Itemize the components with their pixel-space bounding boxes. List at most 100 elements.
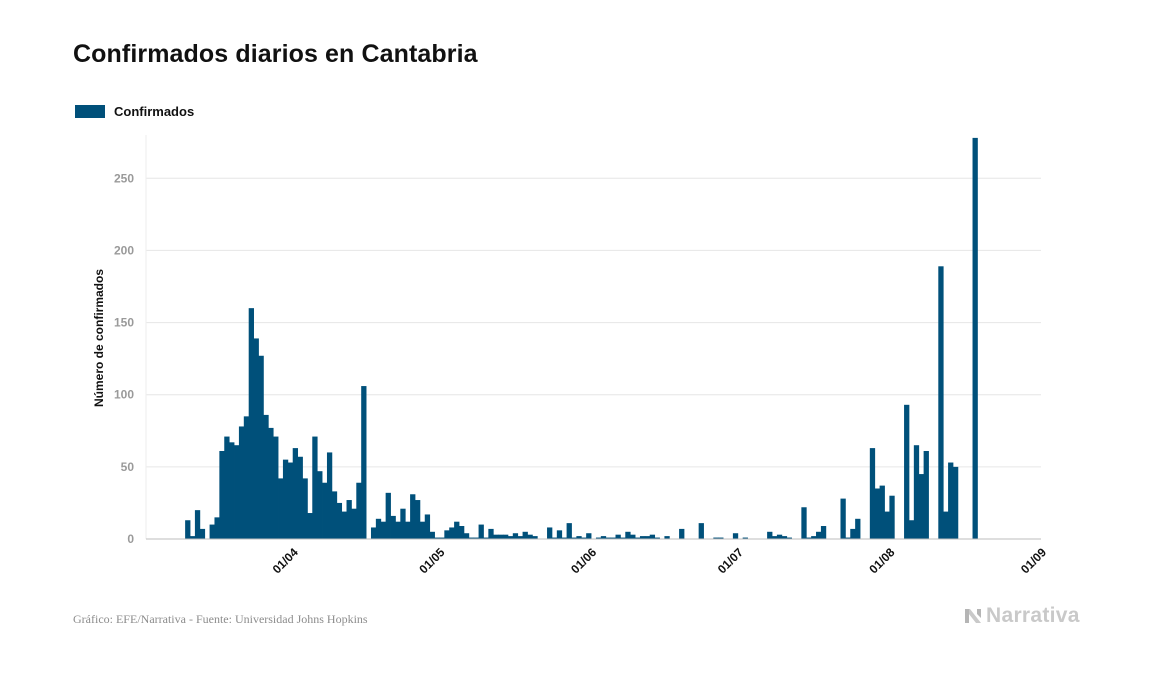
bar-2020-03-29 [278, 478, 284, 539]
bar-2020-07-23 [845, 537, 851, 539]
bar-2020-08-14 [952, 466, 959, 539]
bar-2020-03-17 [219, 450, 225, 539]
bar-2020-05-24 [551, 537, 558, 539]
bar-2020-04-01 [292, 448, 299, 539]
bar-2020-07-24 [850, 528, 856, 539]
y-tick-label: 100 [114, 388, 134, 402]
bar-2020-03-16 [214, 517, 220, 539]
bar-2020-07-10 [781, 536, 788, 539]
bar-2020-07-28 [869, 448, 876, 539]
bar-2020-03-21 [238, 426, 245, 539]
bar-2020-05-15 [507, 536, 514, 539]
bar-2020-03-19 [229, 442, 235, 539]
bar-2020-05-26 [561, 537, 567, 539]
x-axis: 01/04 01/05 01/06 01/07 01/08 01/09 [146, 538, 1049, 576]
bar-2020-07-30 [879, 485, 885, 539]
bar-2020-05-30 [581, 537, 587, 539]
bar-2020-06-03 [600, 536, 607, 539]
bar-2020-04-08 [326, 452, 333, 539]
bar-2020-06-02 [595, 537, 602, 539]
bar-2020-07-02 [742, 537, 748, 539]
bar-2020-06-05 [610, 537, 616, 539]
bar-2020-04-15 [361, 386, 367, 539]
bar-2020-05-27 [566, 523, 572, 539]
bar-2020-05-23 [547, 527, 553, 539]
bar-2020-04-06 [317, 471, 323, 539]
bar-2020-03-27 [268, 427, 274, 539]
bar-2020-03-15 [209, 524, 215, 539]
bar-2020-04-18 [375, 518, 382, 539]
bar-2020-04-17 [370, 527, 377, 539]
bar-2020-07-29 [874, 488, 881, 539]
bar-2020-05-13 [498, 534, 504, 539]
bar-2020-08-01 [889, 495, 895, 539]
bar-2020-05-04 [454, 521, 460, 539]
bar-2020-04-02 [297, 456, 303, 539]
bar-2020-08-18 [972, 137, 978, 539]
bar-2020-06-30 [732, 533, 739, 539]
bar-2020-04-11 [341, 511, 347, 539]
bar-2020-03-12 [194, 510, 201, 539]
bar-2020-05-17 [517, 536, 523, 539]
y-axis-label: Número de confirmados [92, 269, 106, 407]
bar-2020-06-12 [644, 536, 651, 539]
x-tick-label: 01/05 [416, 545, 447, 576]
bar-2020-06-09 [630, 534, 636, 539]
bar-2020-08-13 [948, 462, 954, 539]
bar-2020-04-04 [307, 513, 313, 539]
bar-2020-03-26 [263, 414, 269, 539]
bar-2020-04-23 [400, 508, 406, 539]
bar-2020-07-09 [776, 534, 783, 539]
bar-2020-07-16 [811, 536, 817, 539]
bar-2020-05-07 [468, 537, 475, 539]
y-tick-label: 0 [127, 532, 134, 546]
bar-2020-07-08 [772, 536, 778, 539]
bar-2020-05-25 [556, 530, 563, 539]
bar-2020-03-28 [273, 436, 279, 539]
bar-2020-07-18 [820, 526, 827, 539]
bar-2020-05-16 [512, 533, 519, 539]
y-tick-label: 250 [114, 171, 134, 185]
bar-2020-05-01 [439, 537, 445, 539]
bar-2020-06-23 [698, 523, 704, 539]
bar-2020-04-13 [351, 508, 357, 539]
bar-2020-05-28 [571, 537, 577, 539]
bar-2020-06-13 [649, 534, 656, 539]
bar-2020-04-12 [346, 500, 352, 539]
bar-2020-06-08 [625, 531, 631, 539]
bar-2020-06-27 [718, 537, 724, 539]
bar-2020-03-13 [199, 528, 206, 539]
x-tick-label: 01/09 [1018, 545, 1049, 576]
bar-2020-05-05 [459, 526, 465, 539]
bar-2020-06-04 [605, 537, 612, 539]
x-tick-label: 01/04 [270, 545, 301, 576]
bar-2020-05-03 [449, 527, 455, 539]
bar-2020-03-31 [287, 462, 294, 539]
bar-2020-07-07 [767, 531, 773, 539]
bar-2020-05-08 [473, 537, 479, 539]
bar-2020-04-24 [405, 521, 411, 539]
x-tick-label: 01/07 [715, 545, 746, 576]
bar-2020-04-20 [385, 492, 391, 539]
bar-2020-05-19 [527, 534, 533, 539]
bar-2020-03-20 [234, 445, 240, 539]
bar-2020-06-19 [679, 528, 685, 539]
bar-2020-03-18 [224, 436, 230, 539]
bar-2020-05-20 [532, 536, 538, 539]
bar-2020-03-11 [190, 536, 196, 539]
bar-2020-07-17 [816, 531, 822, 539]
bar-2020-04-27 [419, 521, 426, 539]
bar-2020-05-14 [503, 534, 509, 539]
bar-2020-08-11 [938, 266, 944, 539]
bar-2020-03-25 [258, 355, 264, 539]
bar-2020-07-25 [855, 518, 861, 539]
bars [185, 137, 978, 539]
chart-title: Confirmados diarios en Cantabria [73, 40, 478, 68]
x-tick-label: 01/08 [866, 545, 897, 576]
bar-2020-08-06 [913, 445, 920, 539]
bar-2020-05-31 [586, 533, 592, 539]
legend: Confirmados [75, 104, 194, 119]
bar-2020-06-06 [615, 534, 621, 539]
brand-logo: Narrativa [963, 604, 1080, 628]
bar-2020-07-11 [786, 537, 792, 539]
